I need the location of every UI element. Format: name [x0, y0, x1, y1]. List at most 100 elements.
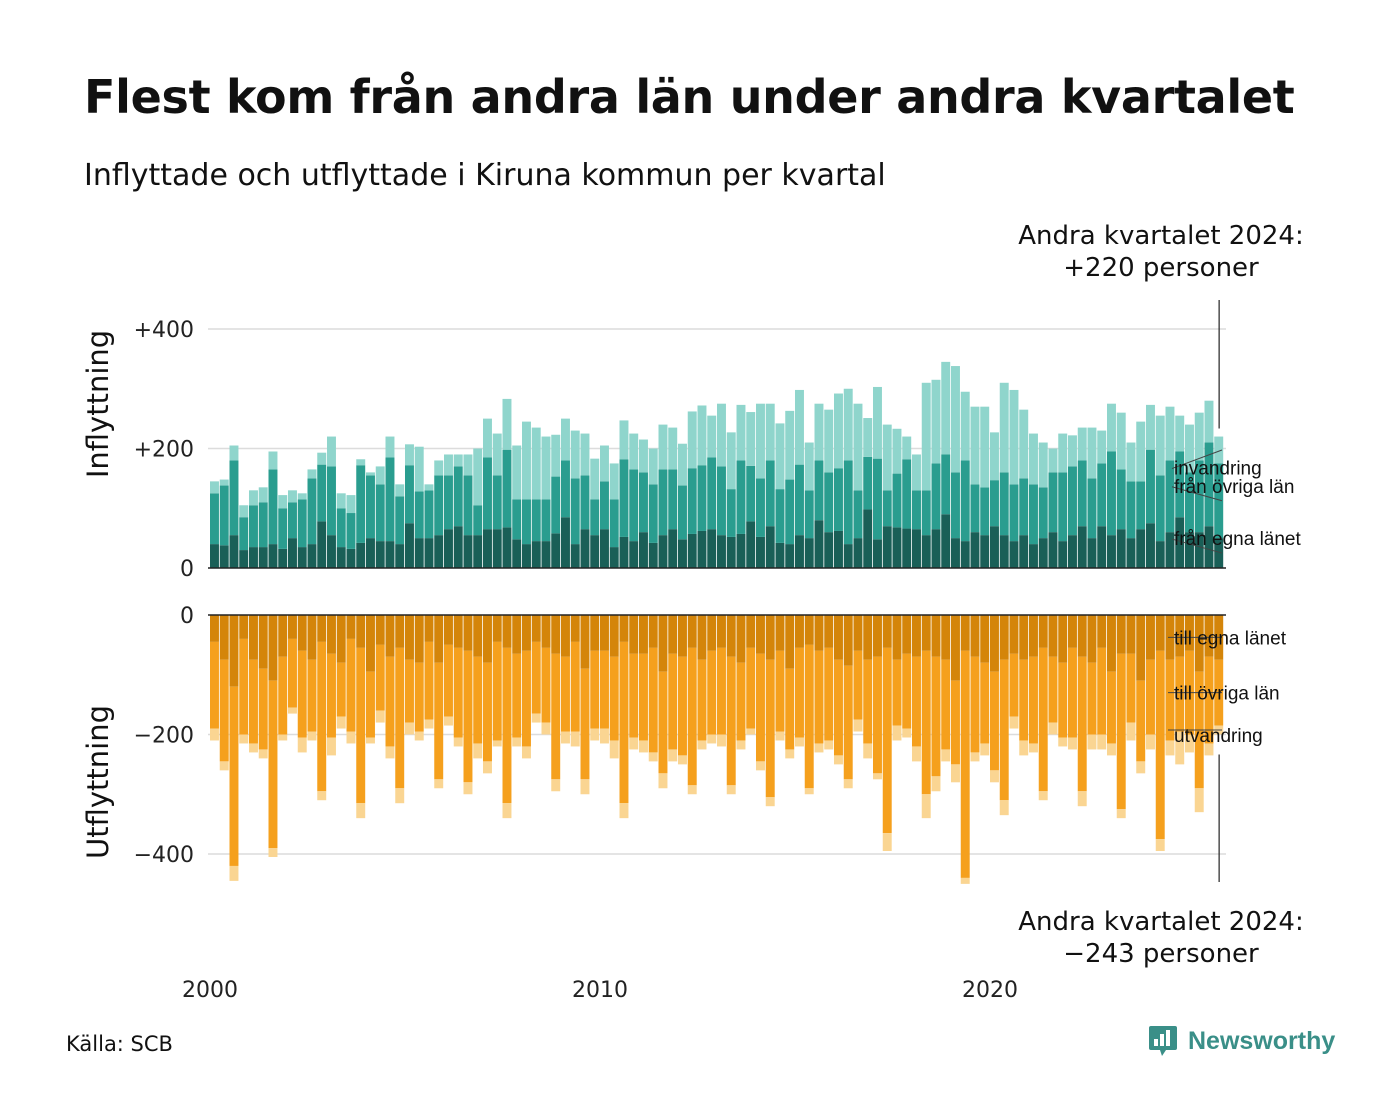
inflow-bar-other-county	[658, 469, 668, 536]
inflow-bar-own-county	[327, 535, 336, 568]
inflow-bar-other-county	[531, 499, 541, 542]
inflow-bar-other-county	[346, 513, 356, 549]
inflow-bar-abroad	[307, 469, 317, 479]
outflow-bar-other-county	[970, 656, 980, 753]
inflow-bar-abroad	[1194, 412, 1204, 461]
outflow-bar-own-county	[892, 615, 902, 660]
outflow-bar-other-county	[912, 656, 921, 747]
outflow-bar-other-county	[414, 662, 424, 732]
outflow-bar-abroad	[463, 782, 473, 795]
inflow-bar-own-county	[1077, 526, 1087, 568]
outflow-bar-other-county	[561, 656, 570, 732]
inflow-bar-abroad	[1058, 433, 1068, 473]
outflow-bar-own-county	[1038, 615, 1048, 648]
inflow-bar-other-county	[356, 465, 366, 543]
inflow-bar-own-county	[502, 527, 512, 568]
outflow-bar-own-county	[1136, 615, 1146, 681]
inflow-bar-other-county	[1087, 478, 1097, 539]
inflow-bar-other-county	[892, 473, 902, 528]
outflow-bar-own-county	[590, 615, 600, 651]
inflow-bar-other-county	[1214, 463, 1224, 539]
outflow-bar-abroad	[931, 776, 941, 792]
outflow-bar-other-county	[960, 650, 970, 878]
inflow-bar-own-county	[678, 539, 687, 568]
inflow-bar-own-county	[658, 535, 668, 568]
inflow-bar-abroad	[541, 436, 551, 500]
outflow-bar-other-county	[1068, 647, 1077, 738]
outflow-bar-abroad	[951, 764, 960, 783]
inflow-bar-own-county	[795, 535, 804, 568]
outflow-bar-abroad	[999, 800, 1009, 816]
inflow-bar-other-county	[960, 460, 970, 542]
outflow-bar-other-county	[921, 650, 931, 795]
outflow-bar-other-county	[327, 653, 336, 738]
inflow-bar-own-county	[707, 529, 717, 568]
outflow-bar-abroad	[804, 788, 814, 795]
outflow-bar-other-county	[317, 641, 327, 792]
inflow-bar-abroad	[336, 493, 346, 509]
outflow-bar-abroad	[1029, 743, 1038, 753]
inflow-bar-abroad	[561, 418, 570, 461]
outflow-bar-abroad	[1107, 743, 1116, 756]
outflow-bar-abroad	[483, 761, 492, 774]
outflow-bar-other-county	[346, 638, 356, 732]
inflow-bar-own-county	[424, 538, 434, 568]
outflow-bar-own-county	[921, 615, 931, 651]
inflow-bar-abroad	[1048, 448, 1058, 473]
outflow-bar-abroad	[795, 737, 804, 747]
inflow-bar-own-county	[346, 548, 356, 568]
outflow-bar-other-county	[1204, 656, 1214, 744]
outflow-bar-abroad	[346, 731, 356, 744]
inflow-bar-other-county	[375, 484, 385, 542]
outflow-bar-own-county	[580, 615, 590, 669]
inflow-bar-other-county	[366, 475, 375, 539]
outflow-bar-other-county	[1116, 653, 1126, 810]
outflow-bar-other-county	[843, 665, 853, 780]
inflow-bar-other-county	[687, 468, 697, 534]
outflow-bar-own-county	[219, 615, 229, 660]
inflow-bar-own-county	[590, 535, 600, 568]
inflow-bar-other-county	[609, 499, 619, 548]
inflow-bar-other-county	[414, 491, 424, 539]
outflow-bar-abroad	[229, 865, 239, 881]
outflow-bar-other-county	[210, 641, 219, 729]
inflow-bar-own-county	[785, 544, 795, 568]
outflow-bar-own-county	[1019, 615, 1029, 660]
inflow-bar-other-county	[1194, 460, 1204, 533]
inflow-bar-own-county	[570, 544, 580, 568]
outflow-bar-abroad	[697, 740, 707, 750]
outflow-bar-abroad	[249, 743, 258, 753]
outflow-bar-other-county	[648, 647, 658, 753]
outflow-bar-abroad	[561, 731, 570, 744]
outflow-bar-own-county	[600, 615, 609, 651]
inflow-bar-own-county	[804, 538, 814, 568]
inflow-bar-own-county	[551, 533, 561, 568]
outflow-bar-own-county	[414, 615, 424, 663]
inflow-bar-abroad	[1185, 424, 1194, 473]
outflow-bar-other-county	[297, 650, 307, 738]
outflow-bar-own-county	[570, 615, 580, 642]
outflow-bar-abroad	[375, 710, 385, 723]
inflow-bar-abroad	[1214, 436, 1224, 464]
outflow-bar-other-county	[999, 659, 1009, 801]
inflow-bar-other-county	[1165, 460, 1175, 533]
outflow-bar-abroad	[707, 734, 717, 744]
outflow-bar-own-county	[902, 615, 912, 654]
outflow-bar-abroad	[1038, 791, 1048, 801]
inflow-bar-abroad	[609, 463, 619, 500]
inflow-bar-other-county	[453, 466, 463, 527]
chart-title: Flest kom från andra län under andra kva…	[84, 70, 1295, 124]
inflow-bar-other-county	[629, 469, 639, 542]
inflow-bar-other-county	[1068, 466, 1077, 536]
outflow-bar-own-county	[512, 615, 522, 654]
outflow-bar-abroad	[678, 755, 687, 765]
outflow-bar-abroad	[834, 755, 843, 765]
inflow-bar-abroad	[863, 418, 873, 457]
outflow-bar-abroad	[434, 779, 444, 789]
outflow-bar-abroad	[1048, 722, 1058, 735]
outflow-bar-abroad	[609, 740, 619, 759]
inflow-bar-own-county	[229, 535, 239, 568]
outflow-bar-other-county	[931, 656, 941, 777]
inflow-bar-own-county	[882, 526, 892, 568]
inflow-bar-other-county	[1175, 451, 1185, 518]
